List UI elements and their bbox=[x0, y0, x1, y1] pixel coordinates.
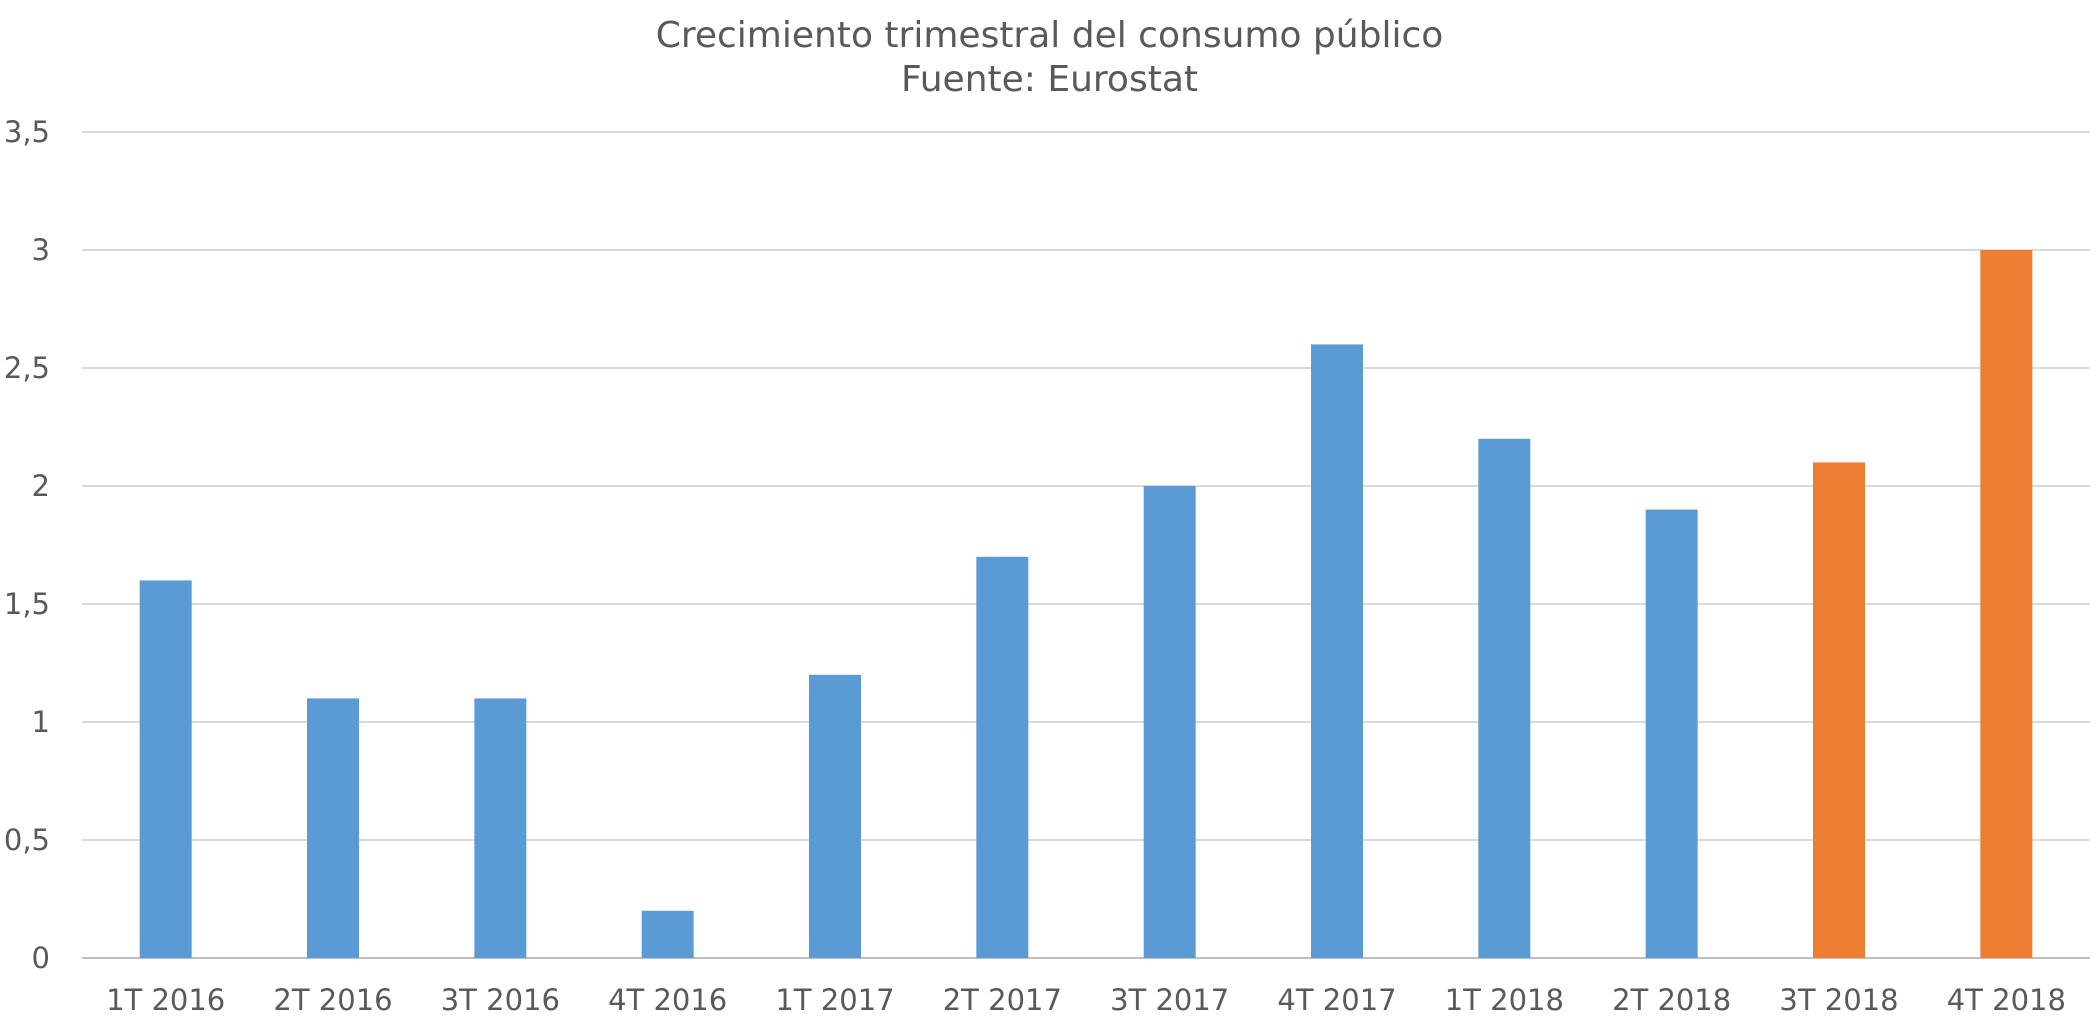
bars bbox=[139, 250, 2033, 958]
y-axis-tick-labels: 0 0,5 1 1,5 2 2,5 3 3,5 bbox=[4, 115, 50, 975]
y-tick-label: 2,5 bbox=[4, 351, 50, 385]
x-tick-label: 4T 2016 bbox=[608, 983, 727, 1017]
x-tick-label: 3T 2017 bbox=[1110, 983, 1229, 1017]
bar bbox=[139, 580, 192, 958]
y-tick-label: 2 bbox=[32, 469, 50, 503]
x-tick-label: 2T 2018 bbox=[1612, 983, 1731, 1017]
bar bbox=[1980, 250, 2033, 958]
x-tick-label: 2T 2016 bbox=[273, 983, 392, 1017]
bar bbox=[1143, 486, 1196, 958]
x-tick-label: 3T 2016 bbox=[441, 983, 560, 1017]
y-tick-label: 0,5 bbox=[4, 823, 50, 857]
x-axis-tick-labels: 1T 2016 2T 2016 3T 2016 4T 2016 1T 2017 2T 20… bbox=[106, 983, 2066, 1017]
chart-title-block: Crecimiento trimestral del consumo públi… bbox=[0, 14, 2099, 102]
x-tick-label: 2T 2017 bbox=[943, 983, 1062, 1017]
y-tick-label: 3 bbox=[32, 233, 50, 267]
y-tick-label: 3,5 bbox=[4, 115, 50, 149]
bar bbox=[809, 674, 861, 958]
y-tick-label: 1,5 bbox=[4, 587, 50, 621]
chart-title: Crecimiento trimestral del consumo públi… bbox=[655, 15, 1444, 56]
bar bbox=[1813, 462, 1865, 958]
x-tick-label: 1T 2017 bbox=[775, 983, 894, 1017]
bar bbox=[474, 698, 527, 958]
bar bbox=[1645, 509, 1698, 958]
x-tick-label: 4T 2017 bbox=[1277, 983, 1396, 1017]
y-tick-label: 1 bbox=[32, 705, 50, 739]
bar bbox=[641, 910, 694, 958]
gridlines bbox=[82, 131, 2090, 959]
bar bbox=[976, 556, 1029, 958]
x-tick-label: 1T 2016 bbox=[106, 983, 225, 1017]
x-tick-label: 3T 2018 bbox=[1779, 983, 1898, 1017]
x-tick-label: 4T 2018 bbox=[1947, 983, 2066, 1017]
y-tick-label: 0 bbox=[32, 941, 50, 975]
bar bbox=[1478, 438, 1531, 958]
x-tick-label: 1T 2018 bbox=[1445, 983, 1564, 1017]
bar bbox=[307, 698, 359, 958]
bar bbox=[1311, 344, 1363, 958]
chart-subtitle: Fuente: Eurostat bbox=[901, 59, 1198, 100]
